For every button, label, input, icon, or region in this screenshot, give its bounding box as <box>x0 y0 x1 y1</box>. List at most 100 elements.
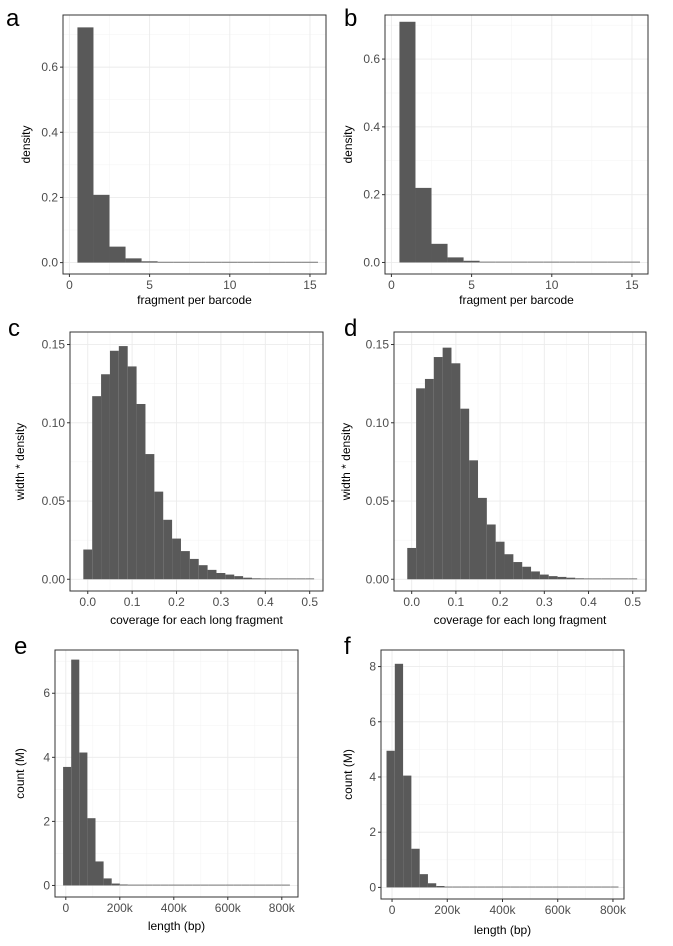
bar <box>63 766 72 886</box>
bar <box>87 818 96 886</box>
bar <box>296 578 306 580</box>
x-tick-label: 10 <box>223 278 237 292</box>
x-tick-label: 800k <box>600 903 627 917</box>
bar <box>463 260 480 263</box>
bar <box>141 261 158 263</box>
bar <box>253 261 270 263</box>
x-tick-label: 0.3 <box>213 595 230 609</box>
bar <box>208 884 217 886</box>
y-tick-label: 4 <box>369 770 376 784</box>
bar <box>77 27 94 263</box>
x-tick-label: 400k <box>161 901 188 915</box>
bar <box>539 574 549 580</box>
x-tick-label: 10 <box>545 278 559 292</box>
bar <box>205 261 222 263</box>
bar <box>251 578 261 580</box>
y-tick-label: 0.15 <box>42 338 66 352</box>
bar <box>184 884 193 886</box>
panel-e: 0 200k 400k 600k 800k 0 2 4 6 length (bp) count (M… <box>13 633 299 933</box>
bar <box>173 261 190 263</box>
bar <box>217 884 226 886</box>
bar <box>510 886 520 888</box>
bar <box>225 574 235 580</box>
bar <box>444 886 453 888</box>
bar <box>119 884 128 886</box>
bar <box>127 366 137 580</box>
x-tick-label: 600k <box>215 901 242 915</box>
bar <box>189 261 206 263</box>
bar <box>527 886 536 888</box>
bar <box>566 577 576 580</box>
bar <box>136 884 145 886</box>
x-tick-label: 0.1 <box>448 595 465 609</box>
bar <box>485 886 495 888</box>
y-tick-label: 0 <box>369 880 376 894</box>
bar <box>543 261 560 263</box>
x-tick-label: 0 <box>388 278 395 292</box>
bar <box>513 562 523 580</box>
bar <box>287 578 297 580</box>
bar <box>411 848 420 888</box>
y-axis-title: width * density <box>339 423 353 501</box>
y-tick-label: 0.0 <box>363 255 380 269</box>
bar <box>427 883 437 888</box>
y-axis-title: width * density <box>13 423 27 501</box>
bar <box>176 884 185 886</box>
y-tick-label: 0.00 <box>366 572 390 586</box>
bar <box>125 258 142 263</box>
bar <box>189 558 199 580</box>
x-tick-label: 0.1 <box>124 595 141 609</box>
bar <box>79 752 88 886</box>
bar <box>168 884 177 886</box>
panel-b: 0 5 10 15 0.0 0.2 0.4 0.6 fragment per barcode de… <box>341 5 649 307</box>
bar <box>607 261 624 263</box>
y-tick-label: 4 <box>43 750 50 764</box>
bar <box>269 261 286 263</box>
panel-label: f <box>344 633 351 660</box>
plot-frame <box>62 14 327 275</box>
bar <box>585 886 594 888</box>
bar <box>591 261 608 263</box>
bar <box>93 194 110 263</box>
bar <box>610 578 620 580</box>
x-axis-title: coverage for each long fragment <box>434 613 607 627</box>
bar <box>243 577 252 580</box>
bar <box>548 576 558 580</box>
plot-frame <box>54 649 299 898</box>
x-tick-label: 200k <box>434 903 461 917</box>
bar <box>127 884 136 886</box>
y-tick-label: 0.05 <box>42 494 66 508</box>
bar <box>535 886 544 888</box>
bar <box>601 578 611 580</box>
bar <box>460 408 470 580</box>
bar <box>172 538 181 580</box>
x-tick-label: 0.4 <box>257 595 274 609</box>
bar <box>442 347 452 580</box>
bar <box>461 886 470 888</box>
panel-a: 0 5 10 15 0.0 0.2 0.4 0.6 fragment per barcode de… <box>6 5 327 307</box>
bar <box>560 886 569 888</box>
plot-frame <box>69 331 324 592</box>
bar <box>451 363 461 580</box>
bar <box>260 578 270 580</box>
x-tick-label: 0.4 <box>580 595 597 609</box>
bar <box>278 578 288 580</box>
x-tick-label: 0.2 <box>168 595 185 609</box>
bar <box>200 884 209 886</box>
bar <box>610 886 619 888</box>
bar <box>301 261 318 263</box>
bar <box>160 884 169 886</box>
bar <box>237 261 254 263</box>
bar <box>447 257 464 263</box>
bar <box>469 460 478 580</box>
y-tick-label: 0.4 <box>41 125 58 139</box>
bar <box>118 346 128 580</box>
bar <box>495 261 512 263</box>
bar <box>241 884 250 886</box>
y-tick-label: 0.10 <box>42 416 66 430</box>
y-tick-label: 0.6 <box>363 52 380 66</box>
y-tick-label: 0.2 <box>41 190 58 204</box>
x-tick-label: 0 <box>62 901 69 915</box>
x-axis-title: fragment per barcode <box>137 293 252 307</box>
bar <box>479 261 496 263</box>
